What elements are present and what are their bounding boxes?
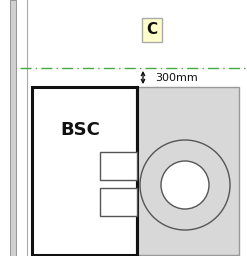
Bar	[10, 0, 16, 256]
Bar	[32, 87, 137, 255]
Text: BSC: BSC	[60, 121, 100, 139]
Bar	[100, 152, 137, 180]
Text: C: C	[146, 23, 158, 37]
Bar	[100, 188, 137, 216]
Bar	[32, 87, 239, 255]
Circle shape	[161, 161, 209, 209]
Text: 300mm: 300mm	[155, 73, 198, 83]
Circle shape	[140, 140, 230, 230]
